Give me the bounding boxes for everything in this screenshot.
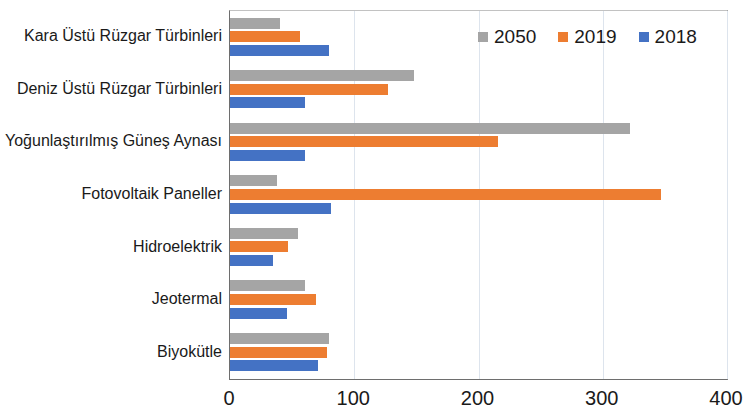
bar-2018-5 (230, 308, 287, 319)
bar-2018-3 (230, 203, 331, 214)
bar-2018-4 (230, 255, 273, 266)
category-label-1: Deniz Üstü Rüzgar Türbinleri (17, 79, 222, 99)
legend-swatch-2019-icon (558, 32, 568, 42)
bar-2019-4 (230, 241, 288, 252)
category-label-6: Biyokütle (157, 342, 222, 362)
bar-2050-0 (230, 18, 280, 29)
bar-2018-1 (230, 97, 305, 108)
bar-2018-2 (230, 150, 305, 161)
bar-2019-3 (230, 189, 661, 200)
bar-2050-4 (230, 228, 298, 239)
category-label-0: Kara Üstü Rüzgar Türbinleri (24, 26, 222, 46)
legend-label-2019: 2019 (574, 26, 616, 48)
bar-2018-0 (230, 45, 329, 56)
bar-chart: Kara Üstü Rüzgar Türbinleri Deniz Üstü Rü… (0, 0, 747, 420)
category-label-3: Fotovoltaik Paneller (81, 184, 222, 204)
x-tick-label-0: 0 (223, 387, 234, 409)
bar-2019-2 (230, 136, 498, 147)
bar-2050-6 (230, 333, 329, 344)
legend-label-2050: 2050 (494, 26, 536, 48)
chart-legend: 2050 2019 2018 (478, 26, 697, 48)
x-tick-label-400: 400 (709, 387, 742, 409)
bar-2050-5 (230, 280, 305, 291)
bar-2019-0 (230, 31, 300, 42)
bar-2050-3 (230, 175, 277, 186)
bar-2019-5 (230, 294, 316, 305)
x-tick-label-100: 100 (337, 387, 370, 409)
legend-swatch-2018-icon (639, 32, 649, 42)
x-tick-label-200: 200 (461, 387, 494, 409)
plot-area (229, 10, 728, 380)
gridline-400 (727, 11, 728, 379)
category-label-2: Yoğunlaştırılmış Güneş Aynası (5, 131, 222, 151)
category-label-4: Hidroelektrik (133, 237, 222, 257)
legend-label-2018: 2018 (655, 26, 697, 48)
category-label-5: Jeotermal (152, 289, 222, 309)
legend-item-2050: 2050 (478, 26, 536, 48)
legend-swatch-2050-icon (478, 32, 488, 42)
bar-2050-2 (230, 123, 630, 134)
legend-item-2018: 2018 (639, 26, 697, 48)
legend-item-2019: 2019 (558, 26, 616, 48)
x-tick-label-300: 300 (585, 387, 618, 409)
bar-2019-1 (230, 84, 388, 95)
bar-2018-6 (230, 360, 318, 371)
bar-2019-6 (230, 347, 327, 358)
bar-2050-1 (230, 70, 414, 81)
